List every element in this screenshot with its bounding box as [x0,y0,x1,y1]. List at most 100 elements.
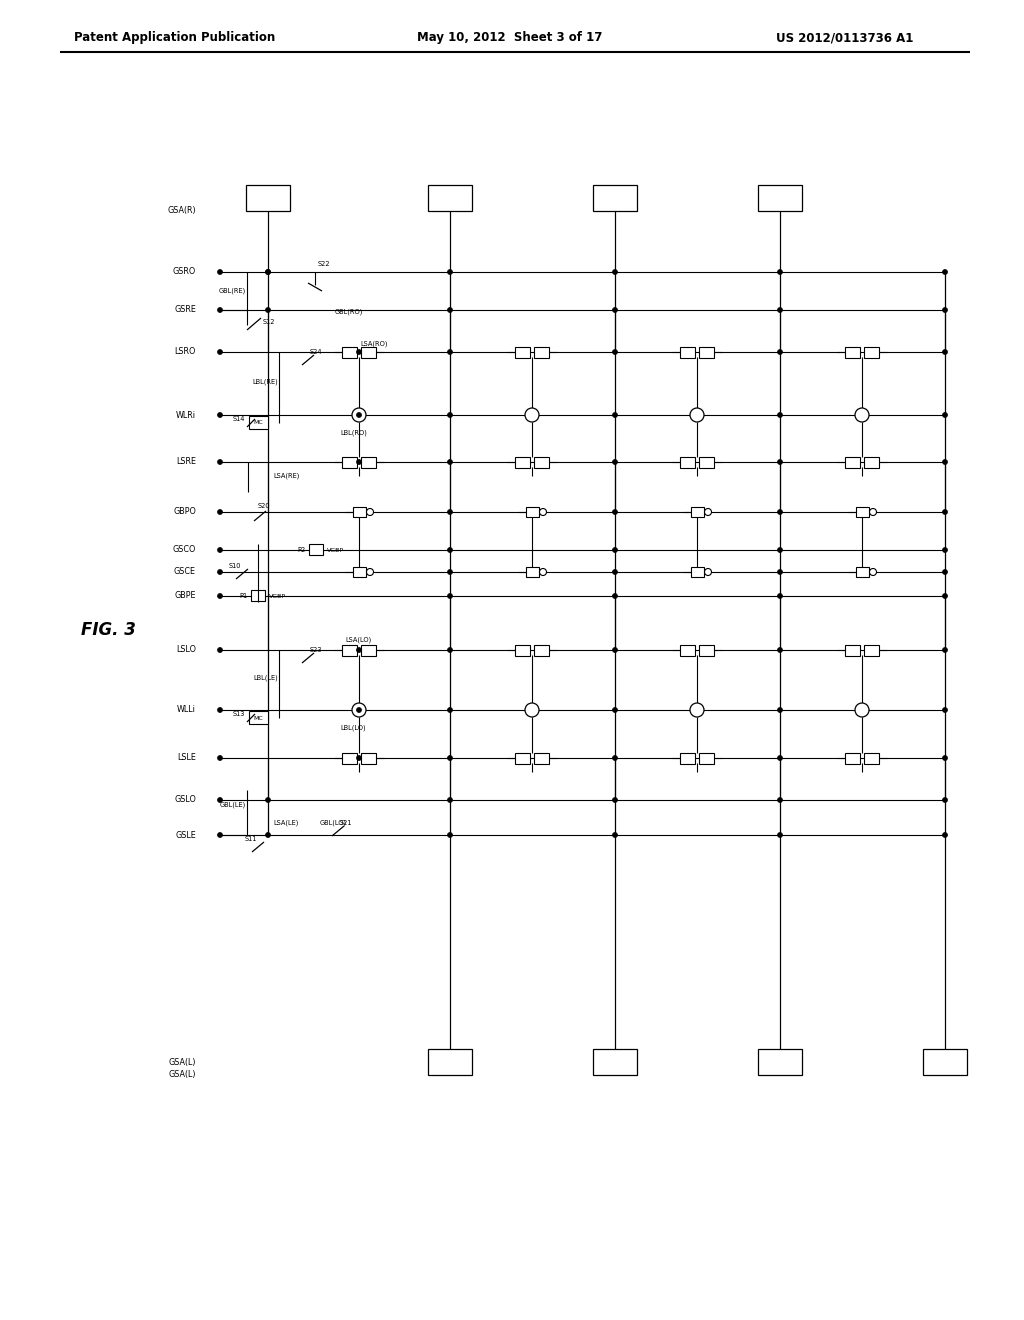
Text: VGBP: VGBP [327,548,344,553]
Bar [864,752,879,764]
Circle shape [942,569,947,574]
Text: LSRO: LSRO [175,347,196,356]
Text: LBL(RE): LBL(RE) [252,379,278,385]
Bar [691,507,705,517]
Circle shape [217,308,222,313]
Circle shape [612,755,617,760]
Bar [593,185,637,211]
Text: GBPE: GBPE [174,591,196,601]
Bar [361,645,376,656]
Bar [249,711,268,723]
Bar [534,752,549,764]
Text: WLLi: WLLi [177,705,196,714]
Text: FIG. 3: FIG. 3 [81,620,135,639]
Circle shape [447,569,453,574]
Text: GSCO: GSCO [173,545,196,554]
Circle shape [217,510,222,515]
Circle shape [525,408,539,422]
Circle shape [855,408,869,422]
Circle shape [612,708,617,713]
Circle shape [217,797,222,803]
Circle shape [777,755,782,760]
Text: LSLE: LSLE [177,754,196,763]
Circle shape [356,459,361,465]
Circle shape [265,833,270,837]
Bar [845,347,860,358]
Text: MC: MC [253,715,263,721]
Circle shape [447,594,453,598]
Circle shape [447,797,453,803]
Text: GSRO: GSRO [173,268,196,276]
Bar [361,457,376,469]
Text: S10: S10 [229,564,242,569]
Text: US 2012/0113736 A1: US 2012/0113736 A1 [776,32,913,45]
Circle shape [217,548,222,553]
Circle shape [356,648,361,652]
Bar [923,1049,967,1074]
Circle shape [777,708,782,713]
Text: S20: S20 [258,503,270,510]
Circle shape [942,594,947,598]
Text: VGBP: VGBP [269,594,286,598]
Text: GSA(L): GSA(L) [169,1071,196,1080]
Circle shape [777,269,782,275]
Circle shape [367,508,374,516]
Bar [515,645,530,656]
Circle shape [612,459,617,465]
Circle shape [777,594,782,598]
Circle shape [265,308,270,313]
Bar [758,185,802,211]
Circle shape [777,350,782,355]
Text: GBL(RE): GBL(RE) [219,288,246,294]
Text: LSA(RE): LSA(RE) [273,473,299,479]
Circle shape [217,648,222,652]
Text: S22: S22 [318,261,331,267]
Bar [342,347,357,358]
Circle shape [612,648,617,652]
Circle shape [447,459,453,465]
Bar [864,645,879,656]
Bar [864,347,879,358]
Circle shape [942,308,947,313]
Text: P2: P2 [298,546,306,553]
Circle shape [612,797,617,803]
Circle shape [217,833,222,837]
Bar [680,645,695,656]
Bar [845,457,860,469]
Bar [534,645,549,656]
Circle shape [690,408,705,422]
Circle shape [869,569,877,576]
Bar [526,568,539,577]
Circle shape [705,569,712,576]
Bar [342,457,357,469]
Bar [864,457,879,469]
Circle shape [217,412,222,417]
Circle shape [777,548,782,553]
Circle shape [612,269,617,275]
Circle shape [447,708,453,713]
Circle shape [447,412,453,417]
Bar [361,347,376,358]
Bar [342,752,357,764]
Circle shape [217,459,222,465]
Text: GBL(LO): GBL(LO) [319,820,347,826]
Bar [342,645,357,656]
Text: S12: S12 [263,319,275,325]
Bar [680,752,695,764]
Text: LSRE: LSRE [176,458,196,466]
Circle shape [352,408,366,422]
Bar [515,347,530,358]
Text: S21: S21 [340,820,352,826]
Circle shape [612,833,617,837]
Bar [309,544,323,554]
Circle shape [612,350,617,355]
Circle shape [217,350,222,355]
Bar [526,507,539,517]
Text: GBL(LE): GBL(LE) [220,801,246,808]
Text: LSA(RO): LSA(RO) [360,341,387,347]
Text: GBPO: GBPO [173,507,196,516]
Circle shape [777,308,782,313]
Circle shape [447,755,453,760]
Circle shape [447,510,453,515]
Circle shape [540,508,547,516]
